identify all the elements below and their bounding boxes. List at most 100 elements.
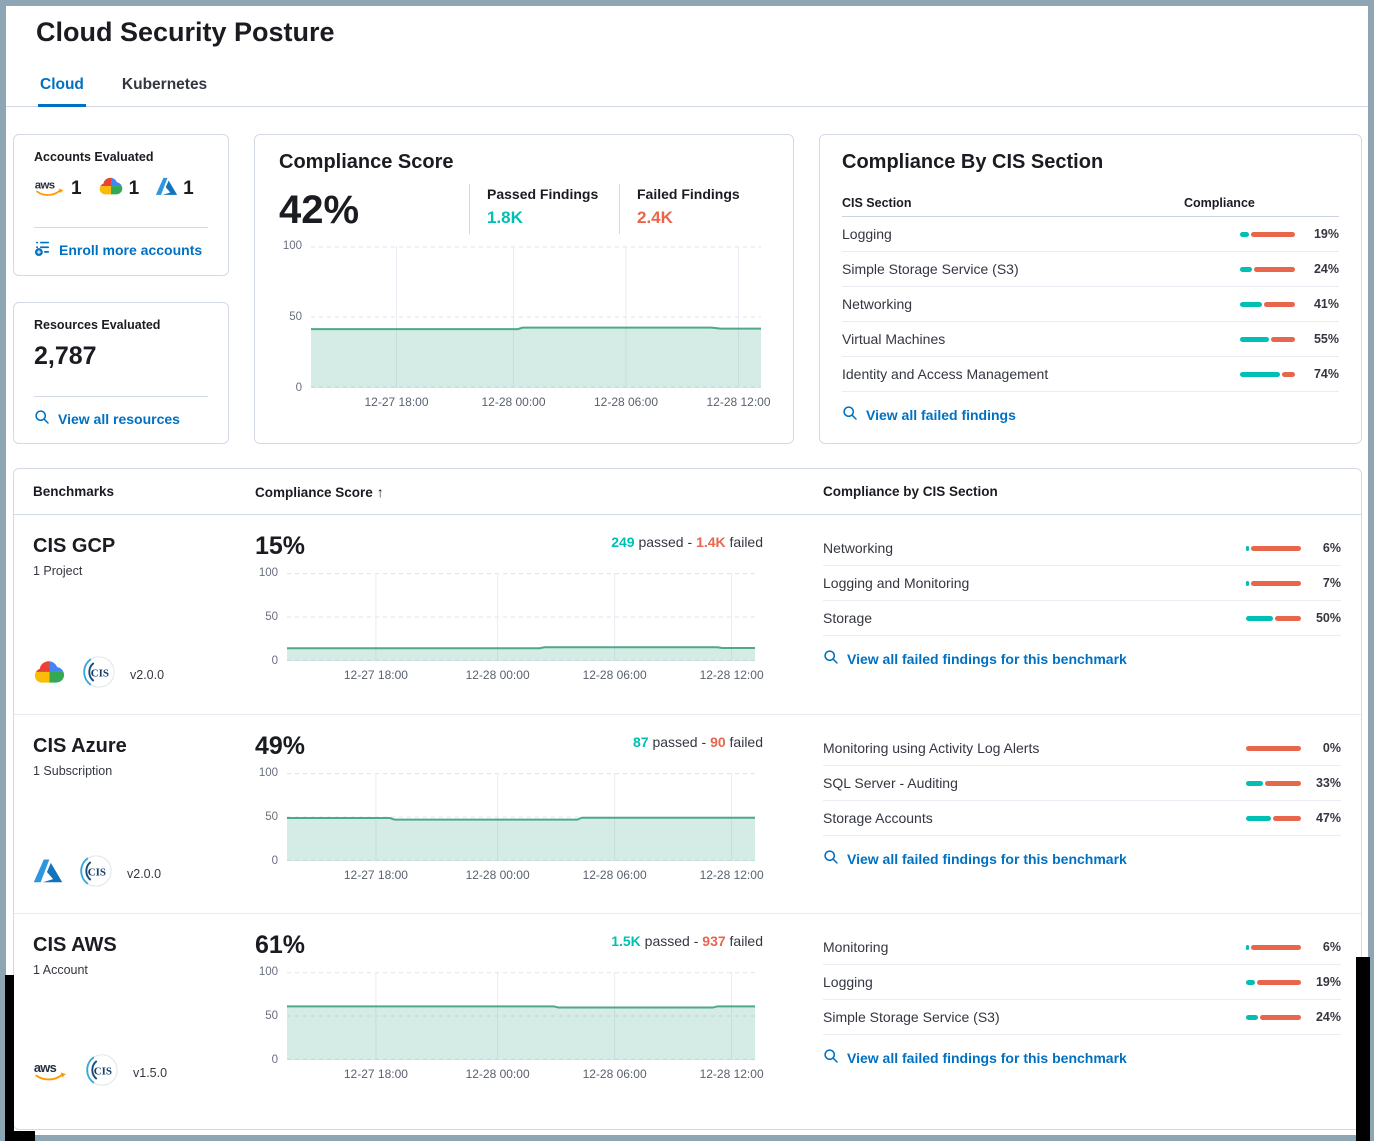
benchmark-score-cell: 49% 87 passed - 90 failed 100 50 0 12-27 18… <box>255 715 813 913</box>
search-icon <box>823 849 839 868</box>
bar-failed-segment <box>1251 545 1301 551</box>
failed-count: 90 <box>710 734 726 750</box>
separator: - <box>701 734 707 750</box>
bar-failed-segment <box>1275 615 1301 621</box>
benchmark-score: 49% <box>255 732 306 760</box>
x-axis-label: 12-28 06:00 <box>593 395 659 409</box>
section-pct: 33% <box>1315 776 1341 790</box>
benchmark-name: CIS AWS <box>33 934 117 956</box>
compliance-score-title: Compliance Score <box>279 151 454 173</box>
failed-findings-label: Failed Findings <box>637 186 740 202</box>
section-label: Simple Storage Service (S3) <box>842 261 1019 277</box>
bar-failed-segment <box>1251 944 1301 950</box>
benchmark-info: CIS GCP 1 Project CIS v2.0.0 <box>14 515 255 714</box>
benchmark-score-line: 15% 249 passed - 1.4K failed <box>255 531 763 561</box>
summary-row: Accounts Evaluated aws 1 1 <box>13 134 1362 444</box>
passed-findings-stat: Passed Findings 1.8K <box>469 184 619 234</box>
cis-section-row: Virtual Machines 55% <box>842 322 1339 357</box>
failed-count: 937 <box>702 933 726 949</box>
section-pct: 7% <box>1322 576 1341 590</box>
compliance-trend-chart: 100 50 0 12-27 18:00 12-28 00:00 12-28 06:00 1… <box>279 240 771 412</box>
view-all-failed-findings-link[interactable]: View all failed findings <box>842 405 1339 424</box>
svg-text:CIS: CIS <box>88 866 106 878</box>
view-failed-findings-benchmark-link[interactable]: View all failed findings for this benchm… <box>823 649 1341 668</box>
svg-text:aws: aws <box>34 1060 57 1075</box>
tab-kubernetes[interactable]: Kubernetes <box>121 76 208 93</box>
section-pct: 74% <box>1313 367 1339 381</box>
svg-text:CIS: CIS <box>91 667 109 679</box>
y-axis-label: 0 <box>271 655 278 667</box>
search-icon <box>823 1048 839 1067</box>
tab-cloud[interactable]: Cloud <box>38 70 86 107</box>
x-axis-label: 12-28 00:00 <box>465 668 530 682</box>
benchmark-sections-cell: Monitoring using Activity Log Alerts 0% … <box>813 715 1361 913</box>
y-axis-label: 100 <box>258 567 278 579</box>
benchmark-meta: CIS v2.0.0 <box>33 852 255 895</box>
compliance-score-column-header[interactable]: Compliance Score ↑ <box>255 484 813 500</box>
bar-passed-segment <box>1246 615 1273 621</box>
desktop-background-artifact <box>5 975 14 1141</box>
benchmark-trend-chart: 100 50 0 12-27 18:00 12-28 00:00 12-28 06:00 1… <box>255 966 764 1084</box>
section-pct: 24% <box>1313 262 1339 276</box>
aws-account: aws 1 <box>34 177 82 202</box>
enroll-more-accounts-link[interactable]: Enroll more accounts <box>34 240 208 260</box>
compliance-by-cis-section-card: Compliance By CIS Section CIS Section Co… <box>819 134 1362 444</box>
bar-failed-segment <box>1264 301 1295 307</box>
benchmarks-column-header: Benchmarks <box>33 484 115 499</box>
cis-section-row: SQL Server - Auditing 33% <box>823 766 1341 801</box>
compliance-distribution-bar <box>1246 1014 1301 1020</box>
benchmark-trend-chart: 100 50 0 12-27 18:00 12-28 00:00 12-28 06:00 1… <box>255 767 764 885</box>
bar-passed-segment <box>1246 979 1255 985</box>
gcp-account: 1 <box>98 176 139 202</box>
passed-word: passed <box>638 534 684 550</box>
compliance-distribution-bar <box>1246 745 1301 751</box>
benchmark-row-cis-aws: CIS AWS 1 Account aws CIS v1.5.0 61 <box>14 913 1361 1112</box>
passed-failed-summary: 87 passed - 90 failed <box>633 734 763 750</box>
x-axis-label: 12-27 18:00 <box>343 1067 408 1081</box>
cis-section-column-header: CIS Section <box>842 196 912 210</box>
gcp-icon <box>33 659 66 691</box>
failed-count: 1.4K <box>696 534 726 550</box>
view-all-resources-link[interactable]: View all resources <box>34 409 208 428</box>
benchmark-info: CIS Azure 1 Subscription CIS v2.0.0 <box>14 715 255 913</box>
y-axis-label: 0 <box>271 1054 278 1066</box>
desktop-background-artifact <box>1356 957 1370 1141</box>
benchmarks-table-header: Benchmarks Compliance Score ↑ Compliance … <box>14 469 1361 515</box>
benchmark-score-cell: 15% 249 passed - 1.4K failed 100 50 0 12-27… <box>255 515 813 714</box>
bar-failed-segment <box>1246 745 1301 751</box>
benchmark-name: CIS GCP <box>33 535 116 557</box>
y-axis-label: 0 <box>295 382 302 394</box>
cis-section-card-title: Compliance By CIS Section <box>842 151 1104 173</box>
trend-area-chart <box>287 573 755 661</box>
trend-area-chart <box>287 773 755 861</box>
section-label: Monitoring <box>823 939 889 955</box>
cis-section-row: Simple Storage Service (S3) 24% <box>842 252 1339 287</box>
bar-failed-segment <box>1254 266 1295 272</box>
bar-passed-segment <box>1240 301 1262 307</box>
sort-ascending-icon: ↑ <box>376 483 384 500</box>
failed-findings-stat: Failed Findings 2.4K <box>619 184 769 234</box>
x-axis-label: 12-28 06:00 <box>582 1067 647 1081</box>
compliance-distribution-bar <box>1240 301 1295 307</box>
section-pct: 24% <box>1315 1010 1341 1024</box>
compliance-distribution-bar <box>1240 371 1295 377</box>
page-header: Cloud Security Posture Cloud Kubernetes <box>6 6 1368 107</box>
view-failed-findings-benchmark-link[interactable]: View all failed findings for this benchm… <box>823 1048 1341 1067</box>
trend-area-chart <box>311 246 761 388</box>
benchmark-score: 15% <box>255 532 306 560</box>
cis-section-row: Monitoring using Activity Log Alerts 0% <box>823 731 1341 766</box>
separator: - <box>687 534 693 550</box>
enroll-more-accounts-label: Enroll more accounts <box>59 242 203 258</box>
view-failed-findings-benchmark-link[interactable]: View all failed findings for this benchm… <box>823 849 1341 868</box>
section-label: Monitoring using Activity Log Alerts <box>823 740 1040 756</box>
compliance-distribution-bar <box>1246 815 1301 821</box>
card-divider <box>34 227 208 228</box>
section-label: Storage Accounts <box>823 810 933 826</box>
bar-failed-segment <box>1273 815 1301 821</box>
enroll-accounts-icon <box>34 240 51 260</box>
x-axis-label: 12-28 12:00 <box>706 395 771 409</box>
x-axis-label: 12-28 12:00 <box>699 668 764 682</box>
section-label: Storage <box>823 610 873 626</box>
azure-account: 1 <box>155 177 194 201</box>
passed-count: 87 <box>632 734 649 750</box>
